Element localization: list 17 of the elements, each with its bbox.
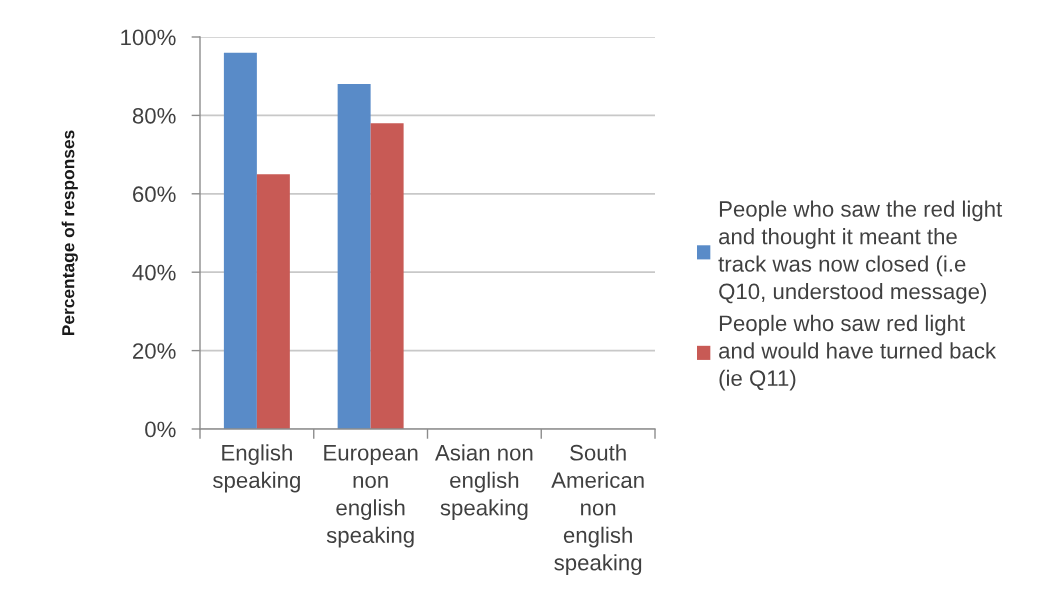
bar	[256, 174, 290, 429]
bar	[223, 52, 257, 429]
legend-label: People who saw the red light and thought it meant the track was now closed (i.e Q10, understood message)	[718, 200, 1003, 304]
x-tick-label: Asian non english speaking	[435, 444, 533, 520]
y-tick-label: 0%	[145, 421, 176, 438]
y-axis-title: Percentage of responses	[61, 130, 78, 336]
y-tick-label: 60%	[133, 186, 176, 203]
x-tick-label: European non english speaking	[324, 445, 418, 548]
y-tick-label: 20%	[133, 343, 176, 359]
x-tick-label: South American non english speaking	[551, 444, 644, 575]
y-tick-label: 100%	[121, 29, 176, 46]
y-tick-label: 80%	[132, 107, 176, 124]
y-tick-label: 40%	[132, 264, 176, 281]
x-tick-label: English speaking	[213, 444, 300, 493]
bar	[337, 84, 371, 429]
bar	[370, 123, 404, 429]
legend-label: People who saw red light and would have turned back (ie Q11)	[719, 314, 997, 391]
